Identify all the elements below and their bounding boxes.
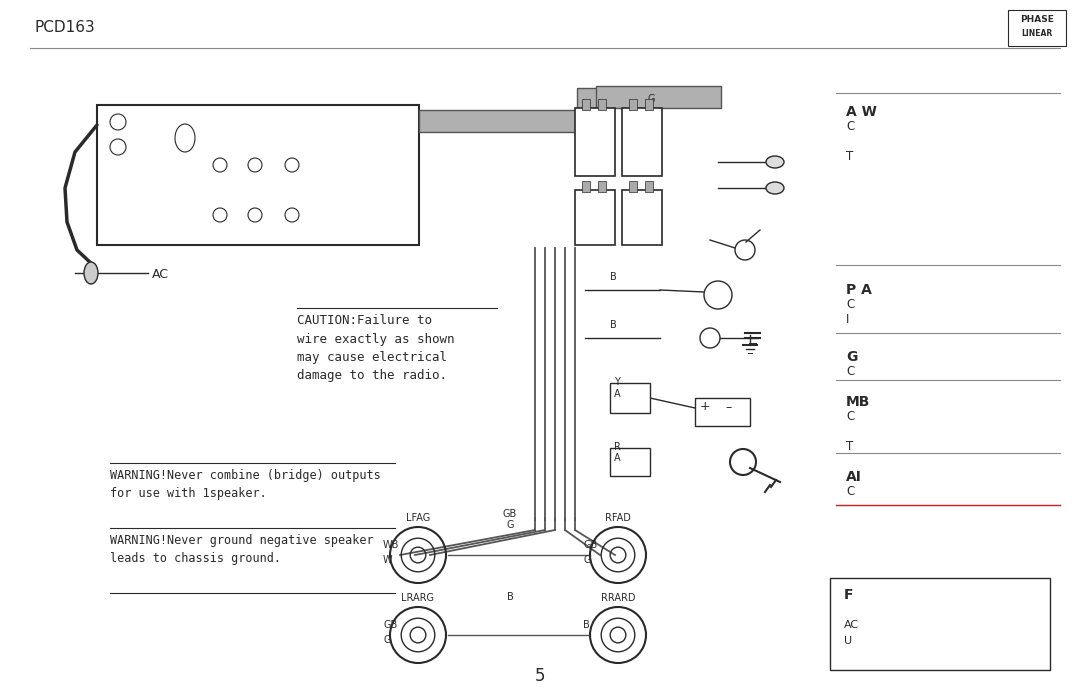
Text: –: –: [725, 401, 731, 414]
Text: A: A: [615, 389, 621, 399]
Text: G: G: [647, 94, 654, 104]
Bar: [419, 110, 584, 132]
Text: B: B: [610, 272, 617, 282]
Bar: [97, 105, 419, 245]
Text: B: B: [583, 620, 590, 630]
Bar: [645, 99, 653, 110]
Text: GB: GB: [503, 509, 517, 519]
Ellipse shape: [84, 262, 98, 284]
Bar: [598, 181, 606, 192]
Text: WARNING!Never combine (bridge) outputs
for use with 1speaker.: WARNING!Never combine (bridge) outputs f…: [110, 469, 381, 500]
Bar: [831, 578, 1050, 670]
Text: T: T: [846, 440, 853, 453]
Text: G: G: [846, 350, 858, 364]
Text: C: C: [846, 485, 854, 498]
Bar: [596, 86, 721, 108]
Bar: [629, 99, 637, 110]
Bar: [598, 99, 606, 110]
Text: F: F: [843, 588, 853, 602]
Text: +: +: [700, 400, 711, 413]
Text: C: C: [846, 120, 854, 133]
Bar: [610, 383, 650, 413]
Bar: [696, 398, 750, 426]
Text: AI: AI: [846, 470, 862, 484]
Bar: [575, 190, 615, 245]
Text: G: G: [383, 635, 391, 645]
Text: P A: P A: [846, 283, 872, 297]
Text: AC: AC: [152, 268, 168, 281]
Text: A: A: [615, 453, 621, 463]
Text: GB: GB: [383, 620, 397, 630]
Text: LRARG: LRARG: [402, 593, 434, 603]
Text: Y: Y: [615, 377, 620, 387]
Text: C: C: [846, 365, 854, 378]
Text: AC: AC: [843, 620, 859, 630]
Text: LINEAR: LINEAR: [1022, 29, 1053, 38]
Text: 5: 5: [535, 667, 545, 685]
Text: WB: WB: [383, 540, 400, 550]
Text: C: C: [846, 298, 854, 311]
Text: U: U: [843, 636, 852, 646]
Text: W: W: [383, 555, 393, 565]
Text: RFAD: RFAD: [605, 513, 631, 523]
Text: MB: MB: [846, 395, 870, 409]
Text: R: R: [615, 442, 621, 452]
Bar: [629, 181, 637, 192]
Text: C: C: [846, 410, 854, 423]
Text: B: B: [610, 320, 617, 330]
Text: G: G: [583, 555, 591, 565]
Ellipse shape: [766, 156, 784, 168]
Text: LFAG: LFAG: [406, 513, 430, 523]
Bar: [582, 181, 590, 192]
Ellipse shape: [766, 182, 784, 194]
Bar: [577, 88, 599, 134]
Bar: [645, 181, 653, 192]
Text: T: T: [846, 150, 853, 163]
Bar: [582, 99, 590, 110]
Text: B: B: [507, 592, 513, 602]
Text: A W: A W: [846, 105, 877, 119]
Bar: [622, 108, 662, 176]
Text: PCD163: PCD163: [35, 20, 96, 34]
Text: G: G: [507, 520, 514, 530]
Text: RRARD: RRARD: [600, 593, 635, 603]
Bar: [610, 448, 650, 476]
Text: I: I: [846, 313, 849, 326]
Text: PHASE: PHASE: [1021, 15, 1054, 24]
Text: CAUTION:Failure to
wire exactly as shown
may cause electrical
damage to the radi: CAUTION:Failure to wire exactly as shown…: [297, 314, 455, 383]
Text: WARNING!Never ground negative speaker
leads to chassis ground.: WARNING!Never ground negative speaker le…: [110, 534, 374, 565]
Bar: [622, 190, 662, 245]
Bar: [1008, 10, 1066, 46]
Text: GB: GB: [583, 540, 597, 550]
Bar: [575, 108, 615, 176]
